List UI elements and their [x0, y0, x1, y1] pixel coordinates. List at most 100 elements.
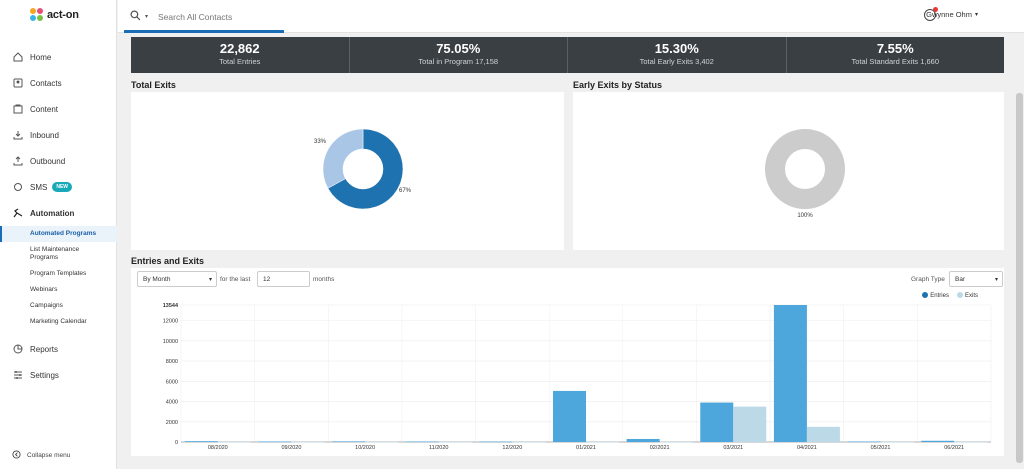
sidebar-item-home[interactable]: Home	[0, 44, 117, 70]
search-scope-caret-icon[interactable]: ▾	[145, 14, 149, 20]
x-tick-label: 11/2020	[429, 445, 448, 451]
sidebar-item-outbound[interactable]: Outbound	[0, 148, 117, 174]
act-on-logo[interactable]: act-on	[30, 8, 79, 22]
sidebar-item-label: Automation	[30, 208, 75, 218]
bar-entries[interactable]	[700, 402, 734, 442]
legend-label: Entries	[930, 293, 949, 299]
user-notification-icon[interactable]	[924, 7, 938, 21]
scrollbar-thumb[interactable]	[1016, 93, 1023, 463]
bar-exits[interactable]	[586, 441, 619, 443]
legend-entries[interactable]: Entries	[922, 292, 949, 299]
x-tick-label: 06/2021	[944, 445, 964, 451]
donut-slice[interactable]	[327, 128, 404, 210]
legend-label: Exits	[964, 293, 978, 299]
sidebar-subitem-campaigns[interactable]: Campaigns	[30, 302, 63, 309]
page-scrollbar[interactable]	[1015, 33, 1024, 469]
y-tick-label: 13544	[163, 303, 179, 309]
sidebar-subitem-program-templates[interactable]: Program Templates	[30, 270, 87, 277]
automation-icon	[12, 207, 24, 219]
sidebar-item-reports[interactable]: Reports	[0, 336, 117, 362]
content-icon	[12, 103, 24, 115]
stat-label: Total Entries	[219, 57, 261, 66]
months-label: months	[313, 276, 335, 283]
user-menu[interactable]: Gwynne Ohm ▾	[926, 10, 978, 19]
bar-exits[interactable]	[217, 441, 251, 443]
early-exits-donut-chart: 100%	[765, 129, 845, 219]
chevron-down-icon: ▾	[208, 277, 212, 283]
bar-entries[interactable]	[921, 440, 955, 442]
bar-entries[interactable]	[479, 441, 513, 443]
sidebar-item-label: Inbound	[30, 130, 59, 140]
sidebar-subitem-webinars[interactable]: Webinars	[30, 286, 58, 293]
stat-value: 22,862	[219, 41, 260, 56]
outbound-icon	[12, 155, 24, 167]
sidebar-item-label: Home	[30, 52, 52, 62]
early-exits-panel: 100%	[573, 92, 1004, 250]
x-tick-label: 01/2021	[576, 445, 596, 451]
bar-exits[interactable]	[806, 426, 840, 442]
bar-exits[interactable]	[291, 441, 325, 443]
y-tick-label: 2000	[166, 420, 178, 426]
sidebar-subitem-automated-programs[interactable]: Automated Programs	[0, 226, 117, 242]
collapse-menu-button[interactable]: Collapse menu	[12, 450, 70, 461]
bar-entries[interactable]	[405, 441, 439, 443]
x-tick-label: 10/2020	[355, 445, 375, 451]
chart-legend: Entries Exits	[922, 292, 978, 299]
contacts-icon	[12, 77, 24, 89]
donut-slice[interactable]	[322, 128, 364, 189]
bar-exits[interactable]	[512, 441, 546, 443]
bar-exits[interactable]	[438, 441, 472, 443]
bar-exits[interactable]	[365, 441, 399, 443]
search-input[interactable]	[158, 11, 359, 22]
sidebar: act-on Home Contacts Content Inbound Out…	[0, 0, 117, 469]
stat-early-exits: 15.30% Total Early Exits 3,402	[568, 37, 787, 73]
donut-slice-label: 67%	[399, 188, 412, 194]
stat-label: Total Early Exits 3,402	[639, 57, 714, 66]
sidebar-item-automation[interactable]: Automation	[0, 200, 117, 226]
logo-text: act-on	[47, 9, 79, 21]
search-active-underline	[124, 30, 284, 33]
bar-entries[interactable]	[258, 441, 292, 443]
sidebar-subitem-marketing-calendar[interactable]: Marketing Calendar	[30, 318, 87, 325]
legend-dot	[922, 292, 929, 298]
period-select[interactable]: By Month ▾	[137, 271, 217, 287]
bar-entries[interactable]	[626, 438, 660, 442]
sidebar-item-settings[interactable]: Settings	[0, 362, 117, 388]
sidebar-item-label: Content	[30, 104, 59, 114]
total-exits-panel: 67% 33%	[131, 92, 564, 250]
legend-exits[interactable]: Exits	[956, 292, 978, 299]
bar-entries[interactable]	[332, 441, 366, 442]
sidebar-item-label: Settings	[30, 370, 59, 380]
top-header: ▾ Gwynne Ohm ▾	[118, 0, 1024, 33]
search-icon[interactable]	[130, 10, 141, 23]
y-tick-label: 0	[175, 440, 178, 446]
x-tick-label: 08/2020	[208, 445, 228, 451]
bar-entries[interactable]	[553, 390, 586, 442]
total-exits-title: Total Exits	[131, 80, 176, 90]
period-select-value: By Month	[143, 275, 171, 283]
for-the-last-label: for the last	[220, 276, 251, 283]
stat-label: Total in Program 17,158	[418, 57, 499, 66]
sidebar-subitem-list-maintenance[interactable]: List Maintenance Programs	[30, 246, 80, 261]
sidebar-item-sms[interactable]: SMS NEW	[0, 174, 117, 200]
bar-exits[interactable]	[880, 441, 914, 443]
settings-icon	[12, 369, 24, 381]
bar-entries[interactable]	[184, 441, 218, 442]
bar-exits[interactable]	[733, 406, 767, 442]
sidebar-item-content[interactable]: Content	[0, 96, 117, 122]
donut-slice[interactable]	[765, 129, 845, 209]
graph-type-select[interactable]: Bar ▾	[949, 271, 1003, 287]
sidebar-item-inbound[interactable]: Inbound	[0, 122, 117, 148]
user-name: Gwynne Ohm	[926, 10, 972, 19]
stat-value: 75.05%	[436, 41, 481, 56]
reports-icon	[12, 343, 24, 355]
stat-value: 7.55%	[876, 41, 914, 56]
months-count-input[interactable]: 12	[257, 271, 310, 287]
bar-exits[interactable]	[659, 441, 693, 443]
bar-entries[interactable]	[847, 441, 881, 443]
x-tick-label: 12/2020	[502, 445, 522, 451]
donut-slice-label: 100%	[797, 213, 813, 219]
bar-exits[interactable]	[954, 441, 988, 443]
bar-entries[interactable]	[773, 305, 807, 442]
sidebar-item-contacts[interactable]: Contacts	[0, 70, 117, 96]
